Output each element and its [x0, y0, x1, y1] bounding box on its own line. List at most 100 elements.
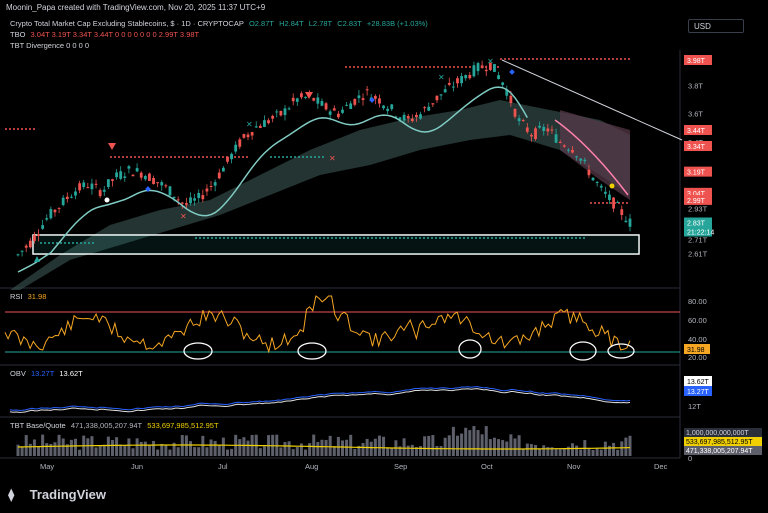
volume-bar	[168, 449, 172, 456]
candle-body	[612, 197, 615, 209]
volume-bar	[61, 438, 65, 456]
candle-body	[447, 82, 451, 85]
candle-body	[16, 254, 20, 256]
candle-body	[197, 192, 201, 199]
candle-body	[538, 125, 542, 128]
candle-body	[106, 179, 110, 188]
candle-body	[135, 168, 139, 172]
volume-bar	[217, 444, 221, 456]
volume-bar	[501, 440, 505, 456]
price-badge	[684, 125, 712, 135]
candle-body	[291, 97, 295, 102]
obv-tick-label: 12T	[688, 402, 701, 411]
tradingview-brand: TradingView	[29, 487, 106, 502]
rsi-badge	[684, 344, 710, 354]
volume-bar	[575, 445, 579, 456]
candle-body	[242, 134, 246, 138]
tbt-divergence-legend[interactable]: TBT Divergence 0 0 0 0	[10, 41, 90, 50]
candle-body	[205, 188, 209, 192]
time-tick-label: Dec	[654, 462, 668, 471]
tbo-legend[interactable]: TBO 3.04T 3.19T 3.34T 3.44T 0 0 0 0 0 0 …	[10, 30, 202, 39]
candle-body	[419, 114, 422, 119]
candle-body	[123, 176, 127, 178]
volume-bar	[542, 445, 546, 456]
obv-badge-label: 13.62T	[687, 379, 710, 386]
candle-body	[24, 245, 28, 248]
volume-bar	[353, 448, 357, 456]
currency-button[interactable]: USD	[688, 19, 744, 33]
volume-bar	[312, 434, 316, 456]
signal-diamond	[369, 97, 375, 103]
candle-body	[275, 111, 279, 113]
candle-body	[546, 128, 550, 132]
volume-bar	[230, 448, 234, 456]
volume-bar	[110, 440, 114, 456]
candle-body	[365, 89, 369, 91]
volume-bar	[283, 442, 287, 456]
volume-bar	[123, 444, 127, 456]
rsi-oversold-circle	[458, 339, 482, 359]
rsi-value: 31.98	[27, 292, 47, 301]
price-tick-label: 3.6T	[688, 110, 703, 119]
candle-body	[608, 194, 611, 200]
rsi-line	[4, 295, 631, 354]
volume-bar	[492, 437, 496, 456]
obv-line	[9, 386, 631, 411]
tbo-label: TBO	[10, 30, 26, 39]
volume-bar	[189, 441, 193, 456]
time-tick-label: Jul	[218, 462, 228, 471]
candle-body	[624, 220, 628, 223]
candle-body	[221, 167, 225, 172]
price-badge	[684, 141, 712, 151]
candle-body	[451, 86, 455, 88]
candle-body	[152, 177, 155, 185]
candle-body	[213, 182, 217, 186]
candle-body	[406, 115, 410, 119]
volume-bar	[357, 445, 361, 456]
tradingview-logo[interactable]: ⧫ TradingView	[8, 487, 106, 503]
volume-badge-label: 471,338,005,207.94T	[686, 448, 753, 455]
candle-body	[57, 207, 61, 209]
candle-body	[464, 75, 468, 79]
candle-body	[332, 108, 336, 111]
volume-bar	[599, 449, 603, 456]
rsi-legend[interactable]: RSI 31.98	[10, 292, 49, 301]
price-tick-label: 2.71T	[688, 235, 708, 244]
volume-badge	[684, 437, 762, 446]
volume-bar	[410, 444, 414, 456]
volume-bar	[558, 448, 562, 456]
candle-body	[312, 98, 316, 101]
volume-bar	[340, 440, 344, 456]
volume-bar	[160, 443, 164, 456]
volume-bar	[534, 445, 538, 456]
candle-body	[185, 202, 188, 205]
low-value: L2.78T	[308, 19, 333, 28]
price-badge	[684, 187, 712, 198]
volume-value-1: 471,338,005,207.94T	[70, 421, 143, 430]
volume-bar	[238, 439, 242, 456]
candle-body	[148, 173, 151, 181]
time-tick-label: Aug	[305, 462, 318, 471]
candle-body	[402, 114, 406, 121]
candle-body	[493, 64, 496, 72]
signal-dot	[104, 197, 110, 203]
obv-legend[interactable]: OBV 13.27T 13.62T	[10, 369, 86, 378]
candle-body	[94, 183, 98, 185]
candle-body	[521, 120, 525, 122]
volume-value-2: 533,697,985,512.95T	[147, 421, 219, 430]
price-tick-label: 2.61T	[688, 250, 708, 259]
volume-bar	[607, 445, 611, 456]
symbol-name[interactable]: Crypto Total Market Cap Excluding Stable…	[10, 19, 244, 28]
volume-bar	[49, 443, 53, 456]
volume-bar	[262, 446, 266, 456]
volume-bar	[287, 441, 291, 456]
volume-bar	[98, 446, 102, 456]
candle-body	[61, 197, 65, 205]
volume-bar	[41, 434, 45, 456]
ma-ribbon	[10, 100, 630, 290]
volume-bar	[439, 446, 443, 456]
candle-body	[579, 158, 583, 161]
volume-legend[interactable]: TBT Base/Quote 471,338,005,207.94T 533,6…	[10, 421, 222, 430]
